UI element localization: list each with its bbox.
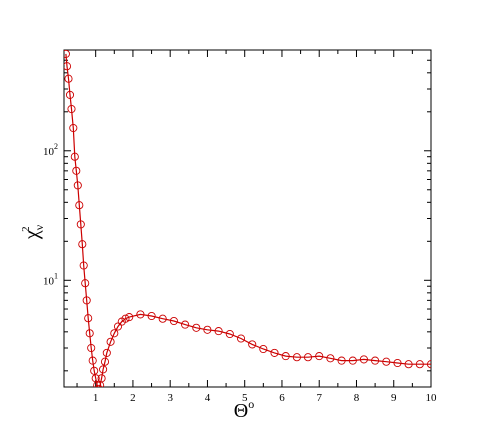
- x-tick-label: 2: [130, 392, 136, 404]
- data-point-marker: [270, 348, 279, 357]
- data-point-marker: [214, 327, 223, 336]
- x-tick-label: 5: [242, 392, 248, 404]
- data-point-marker: [169, 316, 178, 326]
- data-point-marker: [192, 323, 201, 332]
- data-point-marker: [315, 352, 324, 361]
- data-point-marker: [147, 311, 156, 321]
- data-point-marker: [64, 50, 70, 58]
- x-axis-ticks: 1 2 3 4 5 6 7 8 9 10: [76, 50, 438, 404]
- data-point-marker: [303, 353, 313, 362]
- data-point-marker: [73, 181, 82, 190]
- series-line: [65, 53, 431, 387]
- data-point-marker: [225, 329, 234, 339]
- data-point-marker: [72, 166, 81, 175]
- data-point-marker: [136, 310, 145, 319]
- data-point-marker: [203, 325, 212, 334]
- data-point-marker: [69, 123, 78, 133]
- data-point-marker: [100, 357, 110, 366]
- data-point-marker: [248, 340, 257, 349]
- data-point-marker: [393, 358, 402, 368]
- data-point-marker: [88, 356, 97, 365]
- data-point-marker: [67, 104, 76, 114]
- y-axis-ticks: 101 102: [43, 49, 431, 372]
- data-point-marker: [404, 360, 413, 369]
- data-point-marker: [97, 374, 106, 383]
- y-tick-label: 102: [43, 142, 58, 158]
- svg-text:χν2: χν2: [20, 224, 46, 240]
- plot-area-frame: [63, 49, 432, 388]
- data-point-marker: [426, 360, 431, 369]
- data-point-marker: [371, 356, 380, 365]
- y-axis-title: χν2: [20, 224, 46, 240]
- data-point-marker: [76, 220, 85, 229]
- x-tick-label: 9: [391, 392, 397, 404]
- data-point-marker: [106, 337, 115, 346]
- data-point-marker: [87, 343, 96, 353]
- data-point-marker: [348, 356, 357, 365]
- data-point-marker: [281, 352, 290, 361]
- data-point-marker: [110, 329, 119, 338]
- x-tick-label: 10: [426, 392, 438, 404]
- data-point-marker: [259, 344, 268, 354]
- data-point-marker: [64, 62, 72, 71]
- data-point-marker: [81, 279, 90, 288]
- data-point-marker: [95, 384, 103, 387]
- data-point-marker: [85, 329, 94, 338]
- x-tick-label: 8: [354, 392, 360, 404]
- data-point-marker: [78, 240, 87, 249]
- data-point-marker: [102, 348, 111, 357]
- data-point-marker: [65, 90, 75, 99]
- data-point-marker: [382, 357, 391, 366]
- data-point-marker: [359, 355, 368, 364]
- x-tick-label: 6: [279, 392, 285, 404]
- data-point-marker: [337, 356, 346, 365]
- data-point-marker: [79, 261, 88, 270]
- data-point-marker: [125, 313, 134, 322]
- data-point-marker: [181, 320, 190, 329]
- x-tick-label: 7: [316, 392, 322, 404]
- x-tick-label: 4: [205, 392, 211, 404]
- x-axis-title: Θo: [234, 397, 254, 422]
- x-tick-label: 3: [167, 392, 173, 404]
- series-layer: [64, 50, 431, 387]
- y-tick-label: 101: [43, 271, 58, 287]
- data-point-marker: [64, 74, 73, 83]
- data-point-marker: [292, 353, 301, 362]
- data-point-marker: [93, 381, 102, 387]
- data-point-marker: [236, 334, 246, 343]
- x-tick-label: 1: [93, 392, 99, 404]
- data-point-marker: [90, 366, 99, 375]
- data-point-marker: [70, 152, 79, 161]
- data-point-marker: [82, 296, 91, 305]
- data-point-marker: [99, 365, 108, 374]
- data-point-marker: [75, 201, 84, 210]
- data-point-marker: [326, 354, 335, 363]
- data-point-marker: [158, 314, 167, 323]
- data-point-marker: [415, 360, 424, 369]
- data-point-marker: [121, 314, 130, 323]
- data-point-marker: [84, 314, 93, 323]
